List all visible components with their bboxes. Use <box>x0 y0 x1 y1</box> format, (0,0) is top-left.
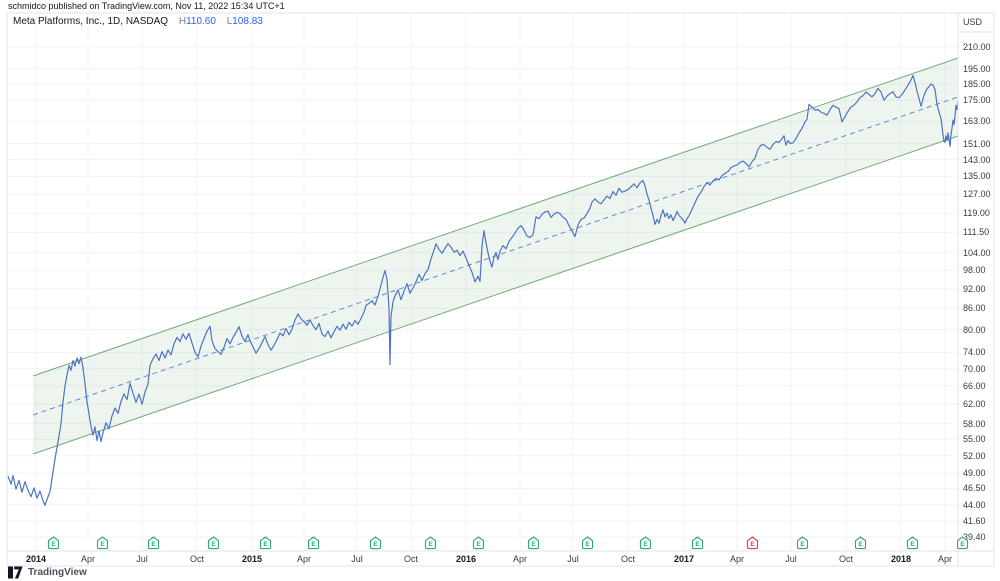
price-tick-label: 127.00 <box>963 189 991 199</box>
price-tick-label: 39.40 <box>963 532 986 542</box>
earnings-marker-icon[interactable]: E <box>307 536 320 550</box>
symbol-title: Meta Platforms, Inc., 1D, NASDAQ <box>13 16 169 27</box>
price-tick-label: 58.00 <box>963 419 986 429</box>
price-tick-label: 195.00 <box>963 64 991 74</box>
earnings-marker-icon[interactable]: E <box>96 536 109 550</box>
price-tick-label: 143.00 <box>963 155 991 165</box>
time-tick-label: Oct <box>838 554 854 564</box>
low-value: L108.83 <box>226 16 263 27</box>
time-tick-label: Oct <box>620 554 636 564</box>
time-tick-label: Jul <box>136 554 148 564</box>
time-tick-label: Oct <box>189 554 205 564</box>
earnings-marker-icon[interactable]: E <box>796 536 809 550</box>
earnings-marker-icon[interactable]: E <box>472 536 485 550</box>
earnings-marker-icon[interactable]: E <box>147 536 160 550</box>
earnings-marker-icon[interactable]: E <box>259 536 272 550</box>
earnings-marker-icon[interactable]: E <box>207 536 220 550</box>
svg-text:E: E <box>476 541 481 548</box>
price-tick-label: 151.00 <box>963 139 991 149</box>
earnings-marker-icon[interactable]: E <box>906 536 919 550</box>
time-tick-label: 2017 <box>673 554 695 564</box>
tradingview-attribution[interactable]: TradingView <box>8 566 87 579</box>
svg-text:E: E <box>100 541 105 548</box>
svg-text:E: E <box>585 541 590 548</box>
price-tick-label: 62.00 <box>963 399 986 409</box>
price-axis[interactable]: 210.00 195.00 185.00 175.00 163.00 151.00 143.… <box>958 0 1000 551</box>
price-tick-label: 74.00 <box>963 347 986 357</box>
currency-label: USD <box>963 17 983 27</box>
high-value: H110.60 <box>178 16 216 27</box>
time-axis[interactable]: 2014 Apr Jul Oct 2015 Apr Jul Oct 2016 Apr Jul Oct 2… <box>0 554 1000 568</box>
price-tick-label: 41.60 <box>963 516 986 526</box>
channel-upper-line[interactable] <box>32 57 959 377</box>
time-tick-label: Jul <box>351 554 363 564</box>
price-tick-label: 98.00 <box>963 265 986 275</box>
svg-text:E: E <box>695 541 700 548</box>
svg-text:E: E <box>750 541 755 548</box>
earnings-marker-icon[interactable]: E <box>956 536 969 550</box>
earnings-marker-icon[interactable]: E <box>47 536 60 550</box>
chart-legend[interactable]: Meta Platforms, Inc., 1D, NASDAQ H110.60… <box>13 16 263 27</box>
price-tick-label: 135.00 <box>963 171 991 181</box>
earnings-marker-icon[interactable]: E <box>369 536 382 550</box>
price-tick-label: 70.00 <box>963 364 986 374</box>
attribution-text: schmidco published on TradingView.com, N… <box>8 1 285 11</box>
svg-text:E: E <box>858 541 863 548</box>
earnings-marker-icon[interactable]: E <box>691 536 704 550</box>
price-tick-label: 175.00 <box>963 95 991 105</box>
price-tick-label: 80.00 <box>963 325 986 335</box>
price-tick-label: 49.00 <box>963 468 986 478</box>
price-tick-label: 46.50 <box>963 483 986 493</box>
price-tick-label: 111.50 <box>963 227 990 237</box>
tradingview-brand-text: TradingView <box>28 567 87 578</box>
earnings-marker-icon[interactable]: E <box>581 536 594 550</box>
time-tick-label: Apr <box>80 554 96 564</box>
time-tick-label: 2018 <box>890 554 912 564</box>
channel-lower-line[interactable] <box>32 135 959 455</box>
price-tick-label: 119.00 <box>963 208 990 218</box>
channel-mid-line[interactable] <box>32 96 959 416</box>
price-line-series[interactable] <box>7 74 959 506</box>
price-tick-label: 163.00 <box>963 116 991 126</box>
svg-text:E: E <box>51 541 56 548</box>
price-tick-label: 52.00 <box>963 451 986 461</box>
time-tick-label: Jul <box>785 554 797 564</box>
svg-text:E: E <box>643 541 648 548</box>
svg-text:E: E <box>151 541 156 548</box>
time-tick-label: 2015 <box>241 554 263 564</box>
earnings-marker-icon[interactable]: E <box>424 536 437 550</box>
earnings-marker-icon[interactable]: E <box>854 536 867 550</box>
svg-text:E: E <box>910 541 915 548</box>
earnings-marker-icon[interactable]: E <box>527 536 540 550</box>
time-tick-label: Apr <box>729 554 745 564</box>
time-tick-label: Apr <box>512 554 528 564</box>
time-tick-label: 2016 <box>455 554 477 564</box>
svg-text:E: E <box>960 541 965 548</box>
earnings-marker-icon[interactable]: E <box>639 536 652 550</box>
tradingview-logo-icon <box>8 566 23 579</box>
price-tick-label: 210.00 <box>963 42 991 52</box>
svg-text:E: E <box>800 541 805 548</box>
time-tick-label: Apr <box>937 554 953 564</box>
svg-text:E: E <box>531 541 536 548</box>
time-tick-label: 2014 <box>25 554 47 564</box>
svg-text:E: E <box>263 541 268 548</box>
svg-text:E: E <box>428 541 433 548</box>
time-tick-label: Apr <box>296 554 312 564</box>
price-tick-label: 66.00 <box>963 381 986 391</box>
time-tick-label: Jul <box>567 554 579 564</box>
time-tick-label: Oct <box>403 554 419 564</box>
svg-text:E: E <box>373 541 378 548</box>
svg-text:E: E <box>311 541 316 548</box>
svg-text:E: E <box>211 541 216 548</box>
price-tick-label: 44.00 <box>963 500 986 510</box>
price-tick-label: 55.00 <box>963 434 986 444</box>
earnings-marker-icon-red[interactable]: E <box>746 536 759 550</box>
chart-frame <box>6 12 995 567</box>
price-tick-label: 104.00 <box>963 248 991 258</box>
price-tick-label: 92.00 <box>963 284 986 294</box>
price-tick-label: 86.00 <box>963 303 986 313</box>
price-tick-label: 185.00 <box>963 79 991 89</box>
